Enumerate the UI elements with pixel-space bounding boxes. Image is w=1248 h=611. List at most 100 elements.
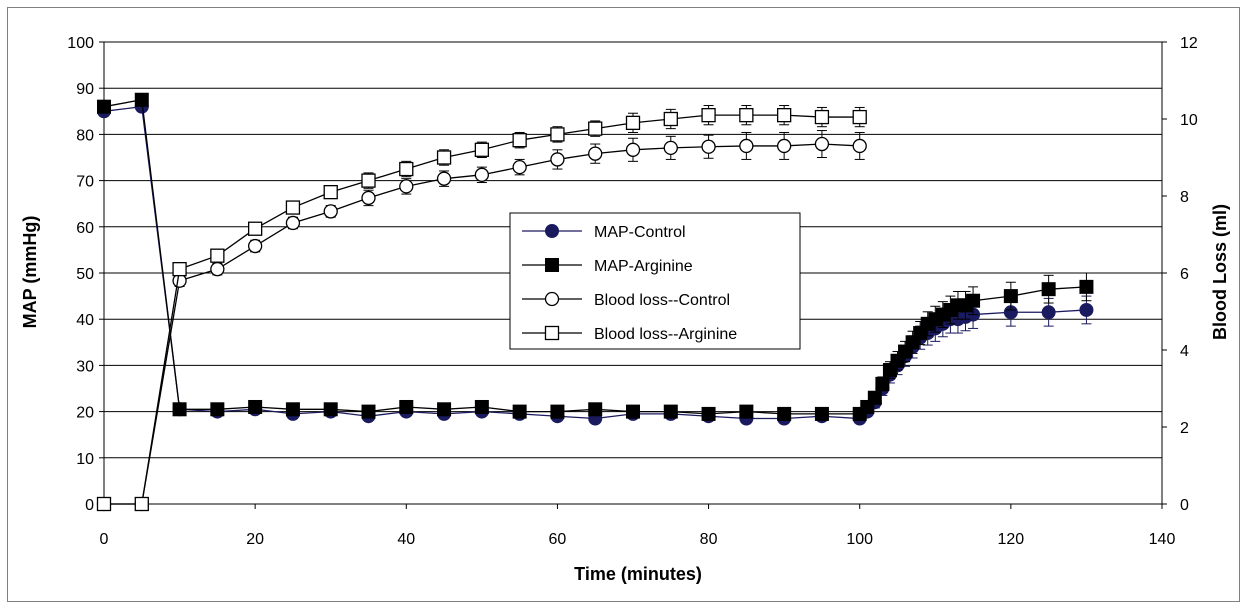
legend-item: MAP-Control <box>522 224 686 241</box>
data-point <box>625 115 641 130</box>
y2-axis-label: Blood Loss (ml) <box>1210 204 1230 340</box>
y-axis-label: MAP (mmHg) <box>20 216 40 329</box>
x-tick-label: 60 <box>549 531 567 548</box>
data-point <box>437 402 452 417</box>
data-point <box>814 109 830 125</box>
data-point <box>172 402 187 417</box>
data-point <box>474 167 490 182</box>
y-tick-label: 50 <box>76 266 94 283</box>
series-map-arginine <box>97 92 1094 421</box>
x-tick-label: 20 <box>246 531 264 548</box>
data-point <box>210 261 225 277</box>
data-point <box>550 127 565 142</box>
x-tick-label: 0 <box>100 531 109 548</box>
x-tick-label: 40 <box>397 531 415 548</box>
legend-label: MAP-Arginine <box>594 258 693 275</box>
legend-marker <box>544 325 560 341</box>
data-point <box>323 184 338 200</box>
data-point <box>739 404 754 419</box>
data-point <box>134 92 149 107</box>
data-point <box>814 406 829 421</box>
data-point <box>96 496 112 512</box>
legend-item: Blood loss--Arginine <box>522 325 737 343</box>
y-tick-label: 90 <box>76 81 94 98</box>
data-point <box>323 204 338 219</box>
data-point <box>701 108 716 123</box>
data-point <box>852 109 867 125</box>
data-point <box>875 376 890 391</box>
y-tick-label: 0 <box>85 497 94 514</box>
y2-tick-label: 4 <box>1180 343 1189 360</box>
data-point <box>172 261 187 277</box>
data-point <box>1079 302 1094 317</box>
data-point <box>867 390 882 405</box>
series-layer <box>96 92 1094 512</box>
data-point <box>210 402 225 417</box>
legend-marker <box>545 258 559 272</box>
data-point <box>285 200 301 215</box>
x-tick-label: 120 <box>998 531 1025 548</box>
data-point <box>739 138 754 154</box>
data-point <box>588 121 603 136</box>
data-point <box>323 402 338 417</box>
data-point <box>701 139 716 154</box>
data-point <box>134 496 149 512</box>
data-point <box>436 150 452 165</box>
legend-item: MAP-Arginine <box>522 258 693 275</box>
data-point <box>97 99 111 114</box>
y-tick-label: 10 <box>76 451 94 468</box>
y-tick-label: 60 <box>76 220 94 237</box>
data-point <box>512 159 527 175</box>
legend-label: MAP-Control <box>594 224 686 241</box>
data-point <box>625 142 641 157</box>
data-point <box>512 404 527 419</box>
data-point <box>814 136 830 152</box>
data-point <box>550 152 565 167</box>
data-point <box>1003 289 1018 304</box>
data-point <box>550 404 565 419</box>
y-tick-label: 80 <box>76 127 94 144</box>
data-point <box>776 138 792 154</box>
legend: MAP-Control MAP-Arginine Blood loss--Contr… <box>509 212 801 350</box>
legend-label: Blood loss--Arginine <box>594 326 737 343</box>
data-point <box>361 190 376 206</box>
y2-tick-label: 2 <box>1180 420 1189 437</box>
data-point <box>474 142 490 157</box>
y-tick-label: 20 <box>76 405 94 422</box>
data-point <box>663 111 678 127</box>
data-point <box>663 404 678 419</box>
data-point <box>247 238 263 254</box>
y-tick-label: 100 <box>67 35 94 52</box>
data-point <box>436 171 452 186</box>
legend-item: Blood loss--Control <box>522 291 730 309</box>
x-tick-label: 100 <box>846 531 873 548</box>
x-tick-label: 80 <box>700 531 718 548</box>
y-tick-label: 30 <box>76 358 94 375</box>
data-point <box>1079 279 1094 294</box>
y-tick-label: 70 <box>76 174 94 191</box>
data-point <box>739 108 754 123</box>
data-point <box>399 399 414 414</box>
data-point <box>777 406 792 421</box>
data-point <box>588 402 603 417</box>
data-point <box>588 146 603 161</box>
data-point <box>852 138 867 154</box>
data-point <box>663 140 678 156</box>
data-point <box>285 402 300 417</box>
y2-tick-label: 12 <box>1180 35 1198 52</box>
y2-tick-label: 8 <box>1180 189 1189 206</box>
data-point <box>474 399 489 414</box>
legend-marker <box>545 224 559 238</box>
data-point <box>210 248 225 263</box>
data-point <box>361 173 376 188</box>
data-point <box>248 399 263 414</box>
legend-label: Blood loss--Control <box>594 292 730 309</box>
legend-marker <box>544 291 560 307</box>
data-point <box>512 133 527 148</box>
y2-tick-label: 10 <box>1180 112 1198 129</box>
series-blood-loss-arginine <box>96 105 867 512</box>
y2-tick-label: 0 <box>1180 497 1189 514</box>
data-point <box>361 404 376 419</box>
